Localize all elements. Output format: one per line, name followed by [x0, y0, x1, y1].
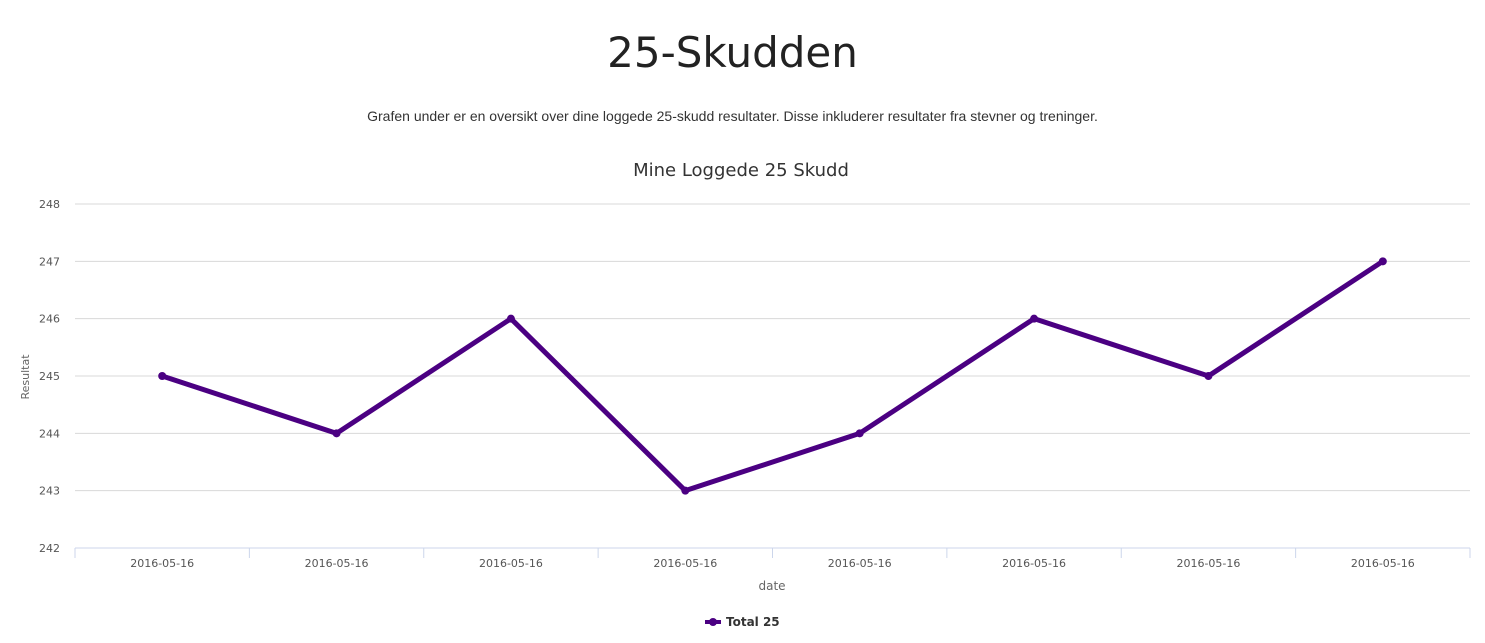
data-point[interactable] — [158, 372, 167, 380]
y-tick-label: 247 — [39, 255, 60, 268]
data-point[interactable] — [1378, 257, 1387, 266]
data-point[interactable] — [332, 429, 341, 438]
legend[interactable]: Total 25 — [705, 615, 780, 629]
y-tick-label: 244 — [39, 427, 60, 440]
data-point[interactable] — [1204, 372, 1213, 380]
page-title: 25-Skudden — [607, 28, 858, 77]
series-line — [159, 258, 1386, 494]
y-axis-title: Resultat — [19, 354, 32, 400]
y-tick-label: 242 — [39, 542, 60, 555]
x-axis: 2016-05-16 2016-05-16 2016-05-16 2016-05-16… — [74, 547, 1471, 570]
series-group — [158, 257, 1387, 495]
legend-series-marker — [709, 618, 717, 626]
x-tick-label: 2016-05-16 — [305, 557, 369, 570]
line-chart: Mine Loggede 25 Skudd 242 243 244 245 246 247… — [19, 160, 1471, 629]
gridlines — [75, 203, 1470, 492]
x-tick-label: 2016-05-16 — [828, 557, 892, 570]
data-point[interactable] — [506, 314, 515, 323]
y-tick-label: 243 — [39, 485, 60, 498]
chart-title: Mine Loggede 25 Skudd — [633, 160, 849, 181]
data-point[interactable] — [681, 486, 690, 495]
x-tick-label: 2016-05-16 — [1002, 557, 1066, 570]
data-point[interactable] — [855, 429, 864, 438]
x-tick-label: 2016-05-16 — [1176, 557, 1240, 570]
x-tick-label: 2016-05-16 — [1351, 557, 1415, 570]
x-tick-label: 2016-05-16 — [653, 557, 717, 570]
y-tick-label: 245 — [39, 370, 60, 383]
x-tick-label: 2016-05-16 — [130, 557, 194, 570]
data-point[interactable] — [1030, 314, 1039, 323]
y-axis: 242 243 244 245 246 247 248 — [39, 198, 60, 555]
chart-container: Mine Loggede 25 Skudd 242 243 244 245 246 247… — [0, 150, 1485, 638]
page-description: Grafen under er en oversikt over dine lo… — [367, 108, 1098, 124]
x-tick-label: 2016-05-16 — [479, 557, 543, 570]
y-tick-label: 248 — [39, 198, 60, 211]
legend-series-label[interactable]: Total 25 — [726, 615, 780, 629]
y-tick-label: 246 — [39, 313, 60, 326]
x-axis-title: date — [758, 579, 785, 593]
